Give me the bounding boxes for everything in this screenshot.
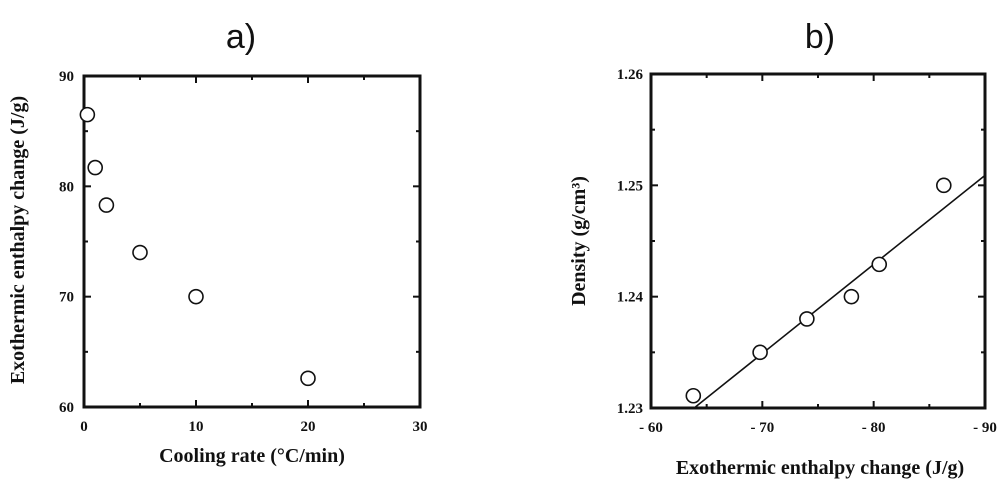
x-tick-label: - 80 bbox=[862, 420, 886, 436]
chart-a-panel-label: a) bbox=[226, 18, 256, 56]
data-point bbox=[753, 345, 767, 359]
data-point bbox=[80, 108, 94, 122]
x-tick-label: 30 bbox=[413, 419, 428, 435]
chart-a-x-axis-title: Cooling rate (°C/min) bbox=[159, 445, 345, 467]
x-tick-label: - 70 bbox=[750, 420, 774, 436]
chart-b-ticks: - 60 - 70 - 80 - 90 1.23 1.24 1.25 1.26 bbox=[617, 67, 997, 436]
chart-b-fit-line bbox=[696, 175, 985, 407]
y-tick-label: 60 bbox=[59, 400, 74, 416]
data-point bbox=[301, 371, 315, 385]
data-point bbox=[872, 257, 886, 271]
y-tick-label: 1.23 bbox=[617, 401, 643, 417]
x-tick-label: - 60 bbox=[639, 420, 663, 436]
chart-a-y-axis-title: Exothermic enthalpy change (J/g) bbox=[7, 96, 29, 384]
y-tick-label: 1.25 bbox=[617, 178, 643, 194]
chart-a-plot-frame bbox=[84, 76, 420, 407]
data-point bbox=[189, 290, 203, 304]
chart-b-plot-frame bbox=[651, 74, 985, 408]
y-tick-label: 1.26 bbox=[617, 67, 644, 83]
y-tick-label: 1.24 bbox=[617, 290, 644, 306]
chart-a: a) 0 10 20 30 60 70 80 90 Cooling rate (°C/min)… bbox=[7, 18, 428, 467]
data-point bbox=[99, 198, 113, 212]
chart-a-ticks: 0 10 20 30 60 70 80 90 bbox=[59, 69, 428, 435]
x-tick-label: 20 bbox=[301, 419, 316, 435]
data-point bbox=[133, 246, 147, 260]
chart-b-y-axis-title: Density (g/cm³) bbox=[568, 176, 590, 306]
x-tick-label: - 90 bbox=[973, 420, 997, 436]
data-point bbox=[686, 389, 700, 403]
data-point bbox=[800, 312, 814, 326]
data-point bbox=[844, 290, 858, 304]
y-tick-label: 90 bbox=[59, 69, 74, 85]
data-point bbox=[88, 161, 102, 175]
chart-b-panel-label: b) bbox=[805, 18, 835, 56]
chart-b-points bbox=[686, 178, 951, 402]
data-point bbox=[937, 178, 951, 192]
x-tick-label: 10 bbox=[189, 419, 204, 435]
chart-b-x-axis-title: Exothermic enthalpy change (J/g) bbox=[676, 457, 964, 479]
y-tick-label: 70 bbox=[59, 290, 74, 306]
chart-a-points bbox=[80, 108, 315, 386]
chart-b: b) - 60 - 70 - 80 - 90 1.23 1.24 1.25 1.26 Exot… bbox=[568, 18, 997, 479]
x-tick-label: 0 bbox=[80, 419, 88, 435]
y-tick-label: 80 bbox=[59, 179, 74, 195]
